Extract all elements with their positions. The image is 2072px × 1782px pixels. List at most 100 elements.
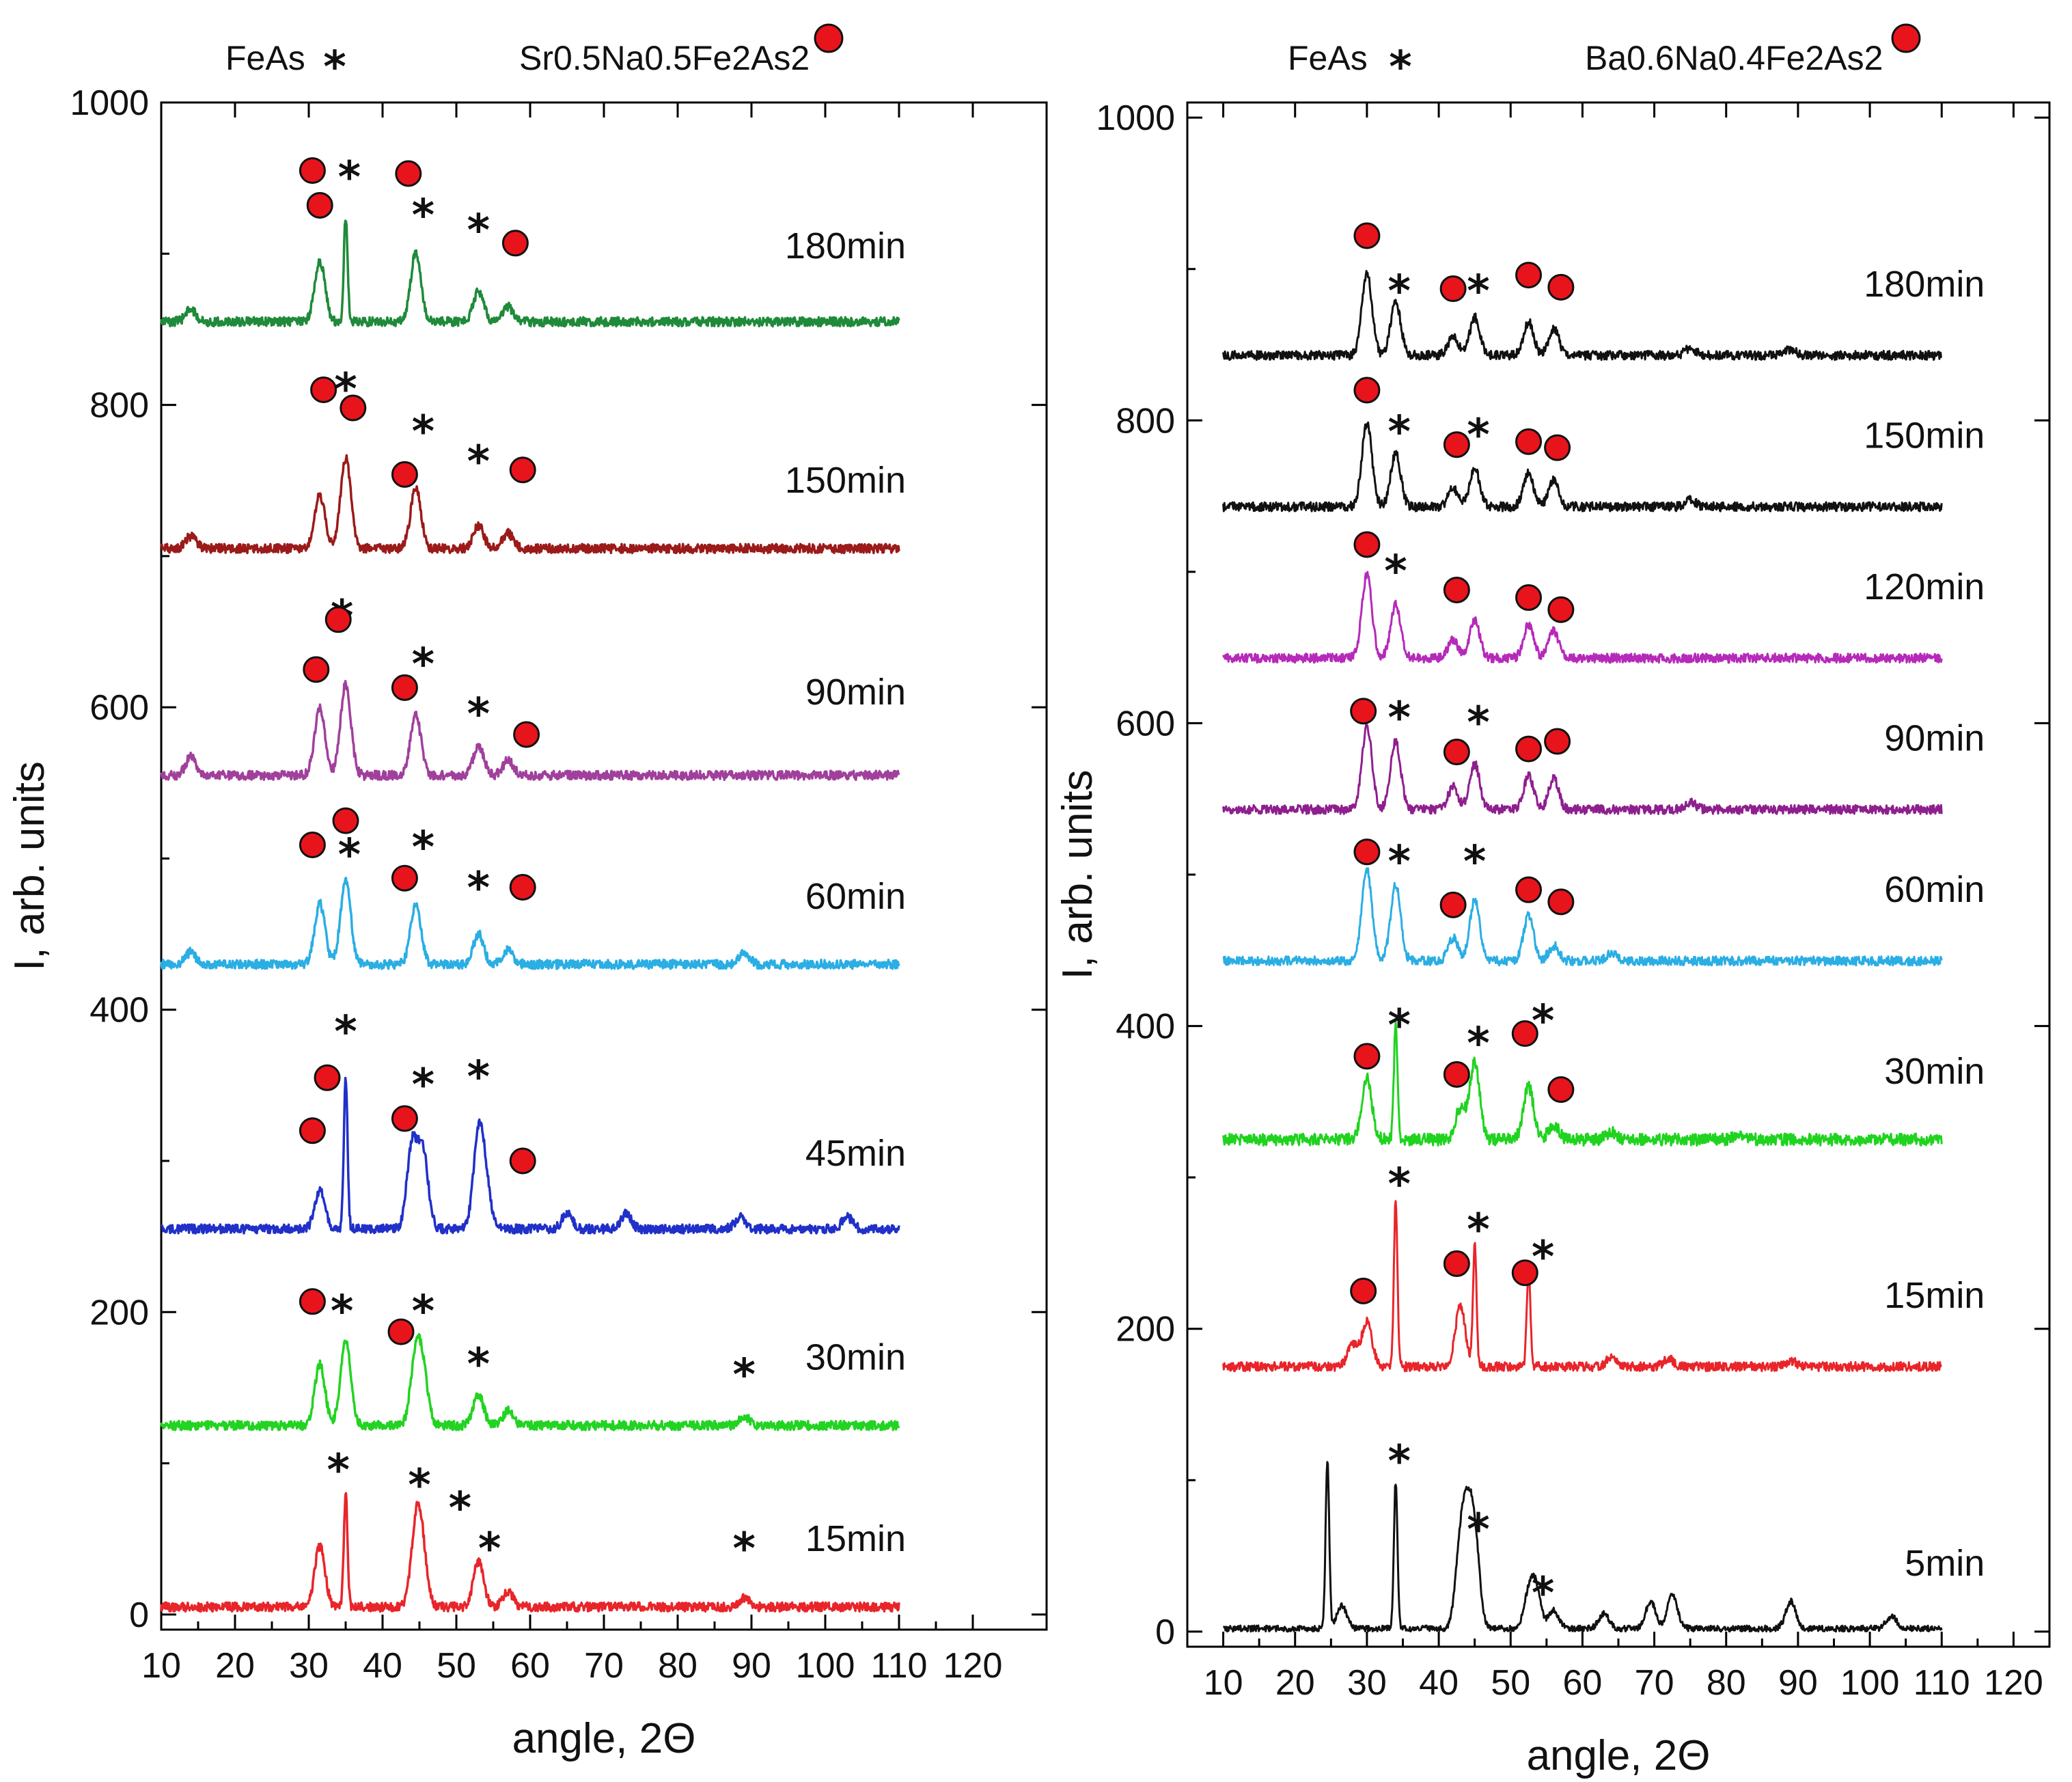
y-tick-label: 1000 (70, 83, 149, 123)
x-tick-label: 30 (1347, 1663, 1387, 1703)
peak-marker-star: * (467, 689, 490, 740)
legend-label-compound: Sr0.5Na0.5Fe2As2 (519, 39, 810, 77)
peak-marker-dot (391, 1105, 418, 1132)
x-tick-label: 20 (215, 1646, 255, 1686)
peak-marker-dot (299, 157, 326, 184)
legend-label-feas: FeAs (225, 39, 305, 77)
x-tick-label: 110 (1914, 1663, 1970, 1703)
series-line-180min (160, 219, 900, 328)
peak-marker-star: * (1467, 1019, 1489, 1069)
peak-marker-dot (509, 873, 536, 901)
peak-marker-star: * (1532, 996, 1554, 1047)
peak-marker-star: * (467, 206, 490, 256)
peak-marker-dot (299, 832, 326, 859)
peak-marker-star: * (1467, 266, 1489, 317)
peak-marker-dot (303, 656, 330, 683)
peak-marker-star: * (1388, 837, 1411, 888)
x-tick-label: 70 (584, 1646, 624, 1686)
x-tick-label: 50 (437, 1646, 476, 1686)
peak-marker-dot (391, 461, 418, 488)
peak-marker-star: * (449, 1483, 471, 1534)
y-tick-label: 200 (89, 1293, 149, 1332)
series-label-150min: 150min (785, 460, 906, 501)
peak-marker-star: * (1467, 1505, 1489, 1555)
series-line-90min (160, 680, 900, 782)
peak-marker-dot (395, 160, 422, 187)
series-label-180min: 180min (785, 225, 906, 266)
peak-marker-dot (1511, 1259, 1538, 1287)
series-line-60min (160, 877, 900, 970)
peak-marker-dot (1353, 222, 1381, 249)
peak-marker-star: * (467, 1340, 490, 1390)
peak-marker-dot (314, 1064, 341, 1091)
peak-marker-dot (1443, 576, 1470, 603)
peak-marker-star: * (412, 191, 434, 241)
peak-marker-star: * (1388, 407, 1411, 458)
series-label-15min: 15min (1884, 1275, 1985, 1316)
peak-marker-dot (1439, 275, 1467, 303)
peak-marker-dot (1350, 1277, 1377, 1304)
peak-marker-dot (306, 191, 333, 219)
x-tick-label: 60 (510, 1646, 550, 1686)
panel-left: 10 20 30 40 50 60 70 80 90 100 110 120 0 200 400 600 800… (6, 23, 1048, 1762)
peak-marker-star: * (1388, 266, 1411, 317)
peak-marker-star: * (1388, 1437, 1411, 1488)
series-label-30min: 30min (805, 1337, 906, 1378)
peak-marker-dot (1547, 1076, 1575, 1104)
peak-marker-dot (1353, 1043, 1381, 1070)
legend-dot-marker (814, 23, 844, 53)
series-label-60min: 60min (1884, 869, 1985, 910)
peak-marker-dot (1544, 728, 1571, 755)
peak-marker-dot (513, 721, 540, 748)
y-tick-label: 1000 (1096, 98, 1175, 138)
series-line-90min (1222, 722, 1943, 815)
peak-marker-star: * (1532, 1232, 1554, 1283)
peak-marker-star: * (1467, 698, 1489, 748)
x-tick-label: 70 (1635, 1663, 1674, 1703)
x-tick-label: 90 (1778, 1663, 1818, 1703)
y-tick-label: 0 (1155, 1613, 1175, 1652)
peak-marker-star: * (338, 153, 361, 204)
peak-marker-dot (501, 230, 529, 257)
peak-marker-star: * (412, 1287, 434, 1337)
peak-marker-dot (1353, 838, 1381, 866)
y-tick-label: 400 (1116, 1007, 1175, 1047)
x-tick-label: 20 (1275, 1663, 1315, 1703)
legend: FeAs * Sr0.5Na0.5Fe2As2 (225, 23, 844, 93)
peak-marker-star: * (1388, 1160, 1411, 1210)
peak-marker-star: * (1463, 837, 1486, 888)
y-tick-label: 200 (1116, 1310, 1175, 1349)
x-tick-label: 10 (141, 1646, 181, 1686)
peak-marker-dot (1511, 1020, 1538, 1047)
series-line-60min (1222, 867, 1943, 967)
series-label-30min: 30min (1884, 1051, 1985, 1092)
series-line-30min (1222, 1021, 1943, 1147)
series-line-15min (160, 1492, 900, 1613)
peak-marker-star: * (334, 1007, 357, 1058)
peak-marker-dot (299, 1288, 326, 1315)
series-label-15min: 15min (805, 1518, 906, 1559)
x-tick-label: 80 (1707, 1663, 1746, 1703)
peak-marker-dot (387, 1318, 415, 1345)
peak-marker-star: * (1467, 1205, 1489, 1256)
peak-marker-star: * (467, 437, 490, 488)
y-tick-label: 800 (89, 386, 149, 426)
series-line-120min (1222, 571, 1943, 664)
series-label-90min: 90min (1884, 718, 1985, 759)
x-tick-label: 120 (1984, 1663, 2043, 1703)
peak-marker-dot (1353, 376, 1381, 404)
plot-frame (160, 101, 1048, 1631)
peak-marker-dot (391, 674, 418, 701)
peak-marker-star: * (338, 830, 361, 881)
peak-marker-star: * (412, 407, 434, 457)
series-line-30min (160, 1332, 900, 1431)
x-tick-label: 120 (943, 1646, 1003, 1686)
y-axis-title: I, arb. units (1054, 770, 1101, 980)
series-label-120min: 120min (1864, 566, 1985, 607)
peak-marker-star: * (1384, 547, 1407, 597)
legend-star-marker: * (1389, 42, 1411, 93)
peak-marker-dot (1515, 735, 1543, 763)
peak-marker-dot (1544, 434, 1571, 461)
peak-marker-star: * (732, 1350, 755, 1401)
x-tick-label: 40 (1419, 1663, 1459, 1703)
